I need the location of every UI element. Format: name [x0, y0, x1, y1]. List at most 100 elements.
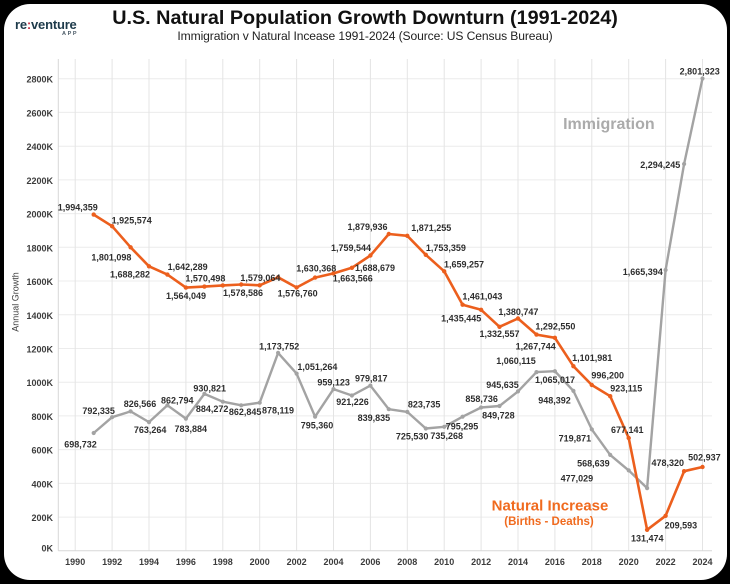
- svg-text:200K: 200K: [31, 513, 53, 523]
- svg-text:2024: 2024: [692, 557, 712, 567]
- svg-text:Annual Growth: Annual Growth: [11, 272, 21, 332]
- svg-text:1,759,544: 1,759,544: [331, 243, 371, 253]
- svg-text:1,801,098: 1,801,098: [91, 253, 131, 263]
- svg-text:948,392: 948,392: [538, 396, 571, 406]
- svg-text:Immigration: Immigration: [563, 116, 655, 133]
- svg-text:719,871: 719,871: [559, 434, 592, 444]
- svg-text:1600K: 1600K: [26, 277, 53, 287]
- svg-text:1,925,574: 1,925,574: [112, 215, 152, 225]
- svg-text:2008: 2008: [397, 557, 417, 567]
- svg-text:1990: 1990: [65, 557, 85, 567]
- svg-text:1,051,264: 1,051,264: [297, 362, 337, 372]
- svg-text:1,332,557: 1,332,557: [479, 329, 519, 339]
- svg-text:1,753,359: 1,753,359: [426, 243, 466, 253]
- svg-text:1996: 1996: [176, 557, 196, 567]
- svg-text:783,884: 783,884: [175, 424, 208, 434]
- svg-text:800K: 800K: [31, 412, 53, 422]
- svg-text:2020: 2020: [619, 557, 639, 567]
- svg-text:2000K: 2000K: [26, 210, 53, 220]
- svg-text:862,794: 862,794: [161, 396, 194, 406]
- svg-text:677,141: 677,141: [611, 425, 644, 435]
- svg-text:1,688,679: 1,688,679: [355, 263, 395, 273]
- svg-text:1,065,017: 1,065,017: [535, 375, 575, 385]
- svg-text:849,728: 849,728: [482, 410, 515, 420]
- svg-text:1998: 1998: [213, 557, 233, 567]
- svg-text:1,994,359: 1,994,359: [58, 202, 98, 212]
- svg-text:996,200: 996,200: [591, 371, 624, 381]
- svg-text:1,688,282: 1,688,282: [110, 269, 150, 279]
- svg-text:1400K: 1400K: [26, 311, 53, 321]
- svg-text:2000: 2000: [250, 557, 270, 567]
- svg-text:1800K: 1800K: [26, 243, 53, 253]
- svg-text:(Births - Deaths): (Births - Deaths): [504, 516, 594, 528]
- svg-text:2022: 2022: [656, 557, 676, 567]
- svg-text:1,461,043: 1,461,043: [462, 291, 502, 301]
- svg-text:1,435,445: 1,435,445: [441, 313, 481, 323]
- svg-text:Natural Increase: Natural Increase: [492, 497, 609, 514]
- svg-text:1,578,586: 1,578,586: [223, 288, 263, 298]
- svg-text:923,115: 923,115: [610, 383, 642, 393]
- svg-text:1,665,394: 1,665,394: [623, 267, 663, 277]
- svg-text:2600K: 2600K: [26, 108, 53, 118]
- svg-text:1,570,498: 1,570,498: [185, 274, 225, 284]
- svg-text:477,029: 477,029: [561, 473, 594, 483]
- svg-text:725,530: 725,530: [396, 432, 429, 442]
- svg-text:1994: 1994: [139, 557, 159, 567]
- svg-text:979,817: 979,817: [355, 373, 388, 383]
- svg-text:1,060,115: 1,060,115: [496, 356, 536, 366]
- svg-text:1992: 1992: [102, 557, 122, 567]
- svg-text:1200K: 1200K: [26, 345, 53, 355]
- svg-text:763,264: 763,264: [134, 425, 167, 435]
- svg-text:209,593: 209,593: [665, 520, 698, 530]
- svg-text:735,268: 735,268: [430, 431, 463, 441]
- svg-text:2018: 2018: [582, 557, 602, 567]
- svg-text:131,474: 131,474: [631, 534, 664, 544]
- svg-text:1,173,752: 1,173,752: [259, 342, 299, 352]
- svg-text:600K: 600K: [31, 446, 53, 456]
- svg-text:2200K: 2200K: [26, 176, 53, 186]
- svg-text:792,335: 792,335: [82, 406, 115, 416]
- svg-text:1000K: 1000K: [26, 378, 53, 388]
- svg-text:400K: 400K: [31, 479, 53, 489]
- svg-text:2,294,245: 2,294,245: [640, 160, 680, 170]
- svg-text:2004: 2004: [323, 557, 343, 567]
- svg-text:0K: 0K: [41, 544, 53, 554]
- svg-text:568,639: 568,639: [577, 458, 610, 468]
- svg-text:1,879,936: 1,879,936: [347, 222, 387, 232]
- svg-text:884,272: 884,272: [196, 404, 229, 414]
- svg-text:1,642,289: 1,642,289: [168, 262, 208, 272]
- svg-text:878,119: 878,119: [262, 406, 294, 416]
- svg-text:478,320: 478,320: [652, 458, 685, 468]
- svg-text:1,564,049: 1,564,049: [166, 291, 206, 301]
- svg-text:1,576,760: 1,576,760: [278, 289, 318, 299]
- svg-text:2006: 2006: [360, 557, 380, 567]
- svg-text:1,579,064: 1,579,064: [240, 273, 280, 283]
- svg-text:2,801,323: 2,801,323: [680, 67, 720, 77]
- svg-text:2400K: 2400K: [26, 142, 53, 152]
- svg-text:1,101,981: 1,101,981: [572, 353, 612, 363]
- svg-text:862,845: 862,845: [229, 407, 262, 417]
- svg-text:2014: 2014: [508, 557, 528, 567]
- svg-text:1,292,550: 1,292,550: [535, 322, 575, 332]
- svg-text:795,360: 795,360: [301, 420, 334, 430]
- svg-text:839,835: 839,835: [358, 413, 391, 423]
- svg-text:1,659,257: 1,659,257: [444, 260, 484, 270]
- svg-text:945,635: 945,635: [486, 380, 519, 390]
- svg-text:698,732: 698,732: [64, 440, 97, 450]
- svg-text:959,123: 959,123: [317, 378, 350, 388]
- svg-text:2002: 2002: [287, 557, 307, 567]
- svg-text:1,663,566: 1,663,566: [333, 274, 373, 284]
- svg-text:1,380,747: 1,380,747: [498, 307, 538, 317]
- svg-text:826,566: 826,566: [124, 399, 157, 409]
- svg-text:795,295: 795,295: [446, 421, 479, 431]
- svg-text:2800K: 2800K: [26, 75, 53, 85]
- svg-text:1,630,368: 1,630,368: [296, 264, 336, 274]
- svg-text:921,226: 921,226: [336, 397, 369, 407]
- svg-text:858,736: 858,736: [465, 394, 498, 404]
- svg-text:502,937: 502,937: [688, 453, 721, 463]
- svg-text:930,821: 930,821: [193, 384, 226, 394]
- svg-text:823,735: 823,735: [408, 399, 441, 409]
- svg-text:2012: 2012: [471, 557, 491, 567]
- svg-text:1,267,744: 1,267,744: [516, 342, 556, 352]
- svg-text:2016: 2016: [545, 557, 565, 567]
